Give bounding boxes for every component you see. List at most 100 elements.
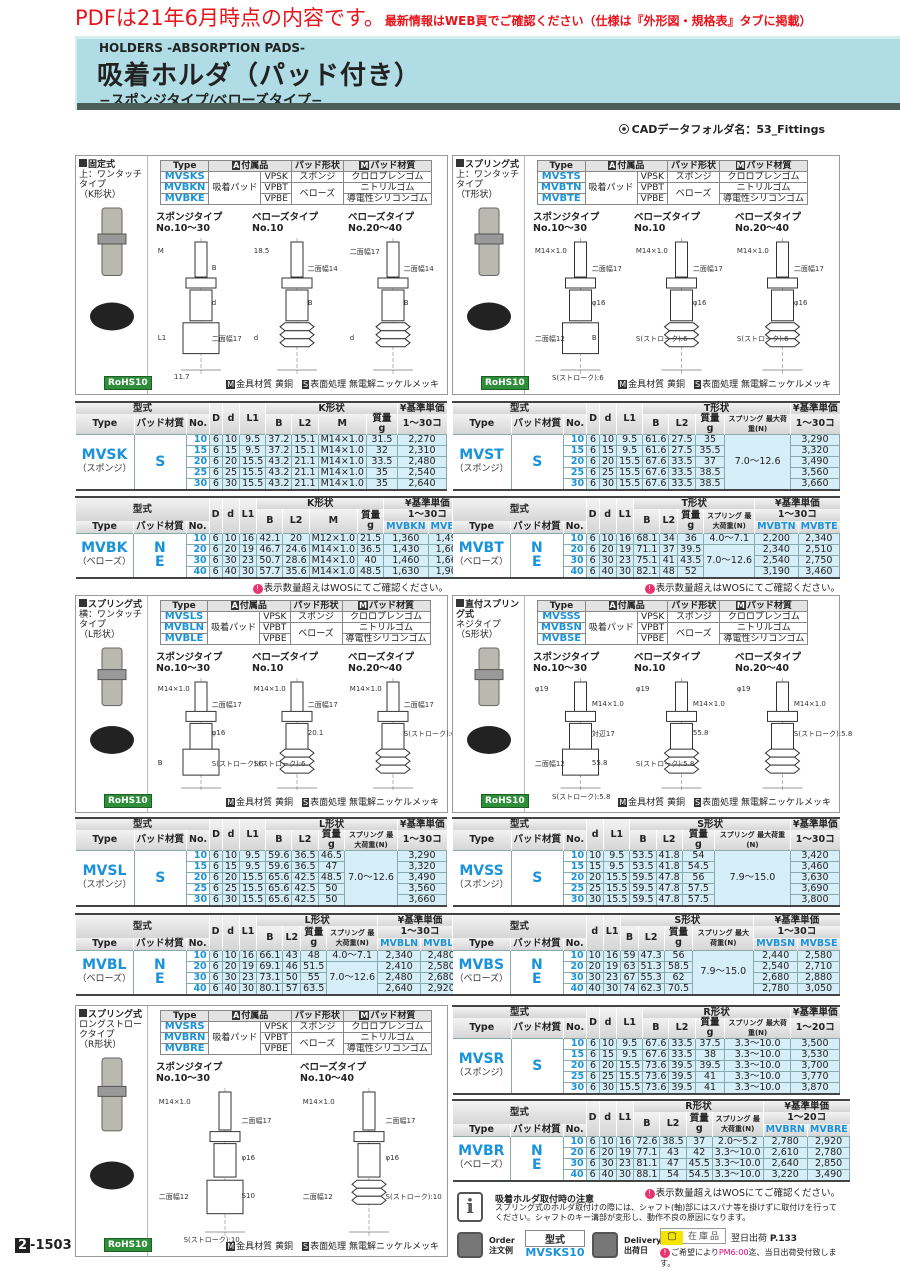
value-cell: 2,410 [377, 960, 422, 973]
spec-row: MVBKN VPBT ベローズ ニトリルゴム [159, 182, 432, 205]
value-cell: 33.5 [668, 478, 696, 491]
product-panel-mvsts: スプリング式 上：ワンタッチタイプ （T形状） RoHS10 Type A 付属品 パッド形状… [452, 155, 840, 395]
value-cell: 9.5 [239, 850, 267, 862]
accessory: 吸着パッド [208, 171, 262, 205]
value-cell: 2,780 [762, 1135, 808, 1148]
value-cell: 61.6 [642, 445, 670, 457]
header-shape-col: B [620, 926, 639, 950]
value-cell: 3,660 [789, 478, 841, 491]
product-photo [84, 204, 140, 358]
dimension-label: φ16 [591, 299, 606, 307]
size-no: 40 [562, 982, 587, 995]
value-cell: 30 [221, 554, 240, 567]
value-cell: 88.1 [633, 1168, 661, 1181]
value-cell: 15.5 [616, 1060, 644, 1072]
type-material: （スポンジ） [454, 1068, 509, 1078]
value-cell: 30 [615, 1168, 635, 1181]
subtype-name: ベローズタイプ [735, 652, 802, 663]
pad-material: 導電性シリコンゴム [342, 1043, 432, 1055]
type-cell: MVSL （スポンジ） [75, 850, 135, 907]
pad-shape: スポンジ [290, 1021, 344, 1033]
pad-part: VPSK [260, 1021, 292, 1033]
header-shape: T形状 [633, 497, 755, 509]
header-qty: 1〜30コ [383, 509, 471, 521]
value-cell: 4.0〜7.1 [326, 949, 379, 962]
header-qty: 1〜30コ [754, 509, 840, 521]
caution-title: 吸着ホルダ取付時の注意 [495, 1195, 595, 1205]
size-no: 20 [185, 543, 210, 556]
header-dim: D [209, 402, 223, 435]
value-cell: 2,540 [396, 467, 448, 479]
header-dim: d [598, 1100, 617, 1136]
table-row: 20 6 20 19 77.1 43 42 3.3〜10.0 2,610 2,780 [453, 1146, 851, 1159]
value-cell: 16 [238, 949, 258, 962]
value-cell: 56 [663, 949, 694, 962]
pad-code: N [530, 957, 543, 973]
dimension-label: B [307, 299, 313, 307]
value-cell: 3,220 [762, 1168, 808, 1181]
caution-box: i 吸着ホルダ取付時の注意 スプリング式のホルダ取付けの際には、シャフト(軸)部… [455, 1192, 840, 1226]
pad-material: クロロプレンゴム [341, 611, 431, 623]
value-cell: 71.1 [633, 543, 661, 556]
value-cell: 20 [221, 960, 240, 973]
spec-table: Type A 付属品 パッド形状 M パッド材質 MVSRS 吸着パッド VPSK スポンジ クロロ… [159, 1010, 432, 1055]
stock-note: ! 表示数量超えはWOSにてご確認ください。 [590, 580, 840, 594]
header-dim: D [586, 402, 600, 435]
dimension-label: 11.7 [174, 373, 190, 382]
badge-s: S [302, 798, 310, 807]
value-cell: 39.5 [668, 1082, 696, 1095]
value-cell: 3,050 [797, 982, 840, 995]
pad-code: S [532, 454, 543, 470]
page-ref-link[interactable]: P.133 [769, 1234, 798, 1244]
value-cell: 6 [585, 1168, 600, 1181]
value-cell: 37 [694, 456, 726, 468]
value-cell: 7.0〜12.6 [724, 434, 791, 491]
metal-material: 金具材質 黄銅 [628, 798, 686, 808]
value-cell: 6 [585, 532, 600, 545]
value-cell: 23 [615, 554, 635, 567]
value-cell: 2,200 [754, 532, 799, 545]
value-cell: 30 [222, 894, 241, 907]
table-row: 25 6 25 15.5 65.6 42.5 50 3,560 [76, 883, 448, 895]
dimension-label: 55.8 [591, 758, 608, 767]
value-cell: 2,640 [396, 478, 448, 491]
value-cell: 65.6 [265, 872, 293, 884]
value-cell: 38.5 [694, 467, 726, 479]
header-type: Type [452, 830, 512, 851]
header-shape-col: スプリング 最大荷重(N) [703, 509, 755, 533]
dimension-label: φ16 [793, 299, 808, 307]
table-row: 40 6 40 30 57.7 35.6 M14×1.0 48.5 1,630 1,900 [76, 565, 471, 578]
table-row: MVST （スポンジ） S 10 6 10 9.5 61.6 27.5 35 7.0〜12.6 3,2… [452, 434, 841, 491]
header-price-model: MVBRE [806, 1124, 850, 1136]
header-dim: d [222, 818, 240, 851]
table-row: 15 15 9.5 53.5 41.8 54.5 3,460 [453, 861, 841, 873]
panel-side: 固定式 上：ワンタッチタイプ （K形状） RoHS10 [76, 156, 152, 394]
value-cell: 23 [238, 971, 258, 984]
value-cell: 6 [586, 1049, 601, 1061]
table-row: 20 6 20 19 71.1 37 39.5 7.0〜12.6 2,340 2,510 [453, 543, 841, 578]
header-price: ¥基準単価 [377, 914, 462, 926]
value-cell: 40 [598, 1168, 617, 1181]
value-cell: 2,540 [753, 960, 799, 973]
header-shape-col: B [642, 1018, 669, 1039]
value-cell: 35 [365, 467, 398, 479]
subtype-heading: ベローズタイプ No.10 [634, 212, 700, 234]
dimension-drawing: M14×1.0 二面幅17 φ16 二面幅12 B S(ストローク):6 [533, 236, 628, 382]
value-cell: 9.5 [603, 861, 631, 873]
header-dim: L1 [616, 402, 643, 435]
size-no: 30 [186, 478, 211, 491]
value-cell: 6 [208, 960, 223, 973]
order-model-header: 型式 [525, 1230, 585, 1247]
alert-icon: ! [644, 1189, 655, 1199]
size-no: 10 [562, 532, 587, 545]
panel-side: スプリング式 横：ワンタッチタイプ （L形状） RoHS10 [76, 596, 152, 812]
value-cell: 39.5 [668, 1071, 696, 1083]
value-cell: M14×1.0 [317, 445, 367, 457]
value-cell: 62 [663, 971, 694, 984]
pad-part: VPBE [636, 633, 669, 645]
value-cell: 20 [221, 543, 240, 556]
value-cell: 33.5 [365, 456, 398, 468]
section-subtype: 横：ワンタッチタイプ [79, 610, 143, 630]
